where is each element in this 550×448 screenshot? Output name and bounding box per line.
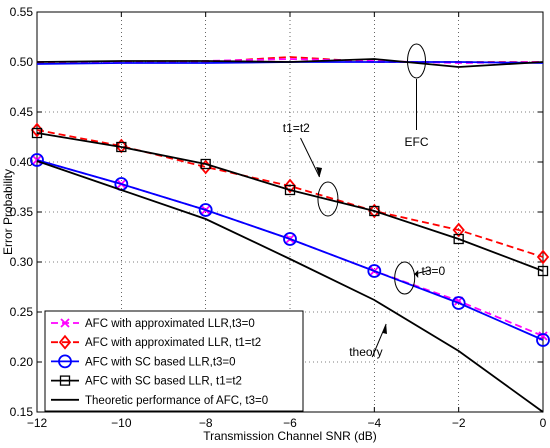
marker-circle	[58, 354, 72, 369]
x-tick-label: −10	[111, 416, 132, 430]
efc-series-1	[37, 58, 544, 64]
legend-label: AFC with approximated LLR,t3=0	[85, 318, 255, 330]
x-tick-label: 0	[540, 416, 547, 430]
annotation-label: t1=t2	[283, 121, 310, 135]
series-line	[36, 159, 544, 341]
theory-arrow	[371, 323, 387, 358]
legend-label: AFC with SC based LLR, t1=t2	[85, 376, 242, 388]
marker-square	[369, 205, 380, 217]
marker-square	[116, 141, 127, 153]
series-line	[36, 160, 544, 413]
annotation-label: EFC	[405, 135, 429, 149]
legend-label: AFC with approximated LLR, t1=t2	[85, 337, 261, 349]
marker-stroke	[60, 318, 70, 328]
marker-square	[59, 375, 71, 386]
y-tick-label: 0.25	[10, 305, 34, 319]
legend-label: Theoretic performance of AFC, t3=0	[85, 395, 268, 407]
marker-circle	[283, 232, 297, 246]
series-line	[36, 132, 544, 272]
marker-circle	[198, 203, 213, 217]
y-tick-label: 0.55	[10, 5, 34, 19]
series-line	[37, 58, 544, 64]
marker-square	[453, 233, 464, 245]
y-tick-label: 0.40	[10, 155, 34, 169]
x-tick-label: −12	[27, 416, 48, 430]
t30-ellipse	[394, 261, 416, 295]
legend-label: AFC with SC based LLR,t3=0	[85, 356, 236, 368]
marker-square	[31, 127, 43, 139]
marker-square	[284, 184, 296, 196]
annotations	[300, 43, 432, 358]
efc-ellipse	[407, 43, 426, 79]
annotation-label: theory	[349, 345, 382, 359]
y-tick-label: 0.50	[10, 55, 34, 69]
legend: AFC with approximated LLR,t3=0 AFC with a…	[44, 310, 304, 412]
y-tick-label: 0.45	[10, 105, 34, 119]
annotation-label: t3=0	[422, 264, 446, 278]
t30-arrowhead	[414, 270, 419, 278]
series-line	[36, 58, 544, 68]
marker-diamond	[368, 203, 381, 219]
series-4	[36, 160, 544, 413]
x-tick-label: −2	[452, 416, 466, 430]
marker-x	[60, 318, 70, 328]
y-tick-label: 0.20	[10, 355, 34, 369]
marker-diamond	[536, 249, 550, 265]
marker-diamond	[283, 178, 297, 194]
series-3	[31, 127, 549, 277]
x-axis-label: Transmission Channel SNR (dB)	[203, 429, 377, 443]
y-tick-label: 0.35	[10, 205, 34, 219]
y-tick-label: 0.30	[10, 255, 34, 269]
marker-diamond	[58, 334, 72, 350]
y-tick-label: 0.15	[10, 405, 34, 419]
marker-circle	[30, 153, 44, 167]
legend-box	[44, 310, 304, 412]
t1t2-arrow	[300, 137, 320, 178]
marker-square	[200, 158, 211, 170]
y-axis-label: Error Probability	[1, 169, 15, 255]
t1t2-arrowhead	[316, 167, 323, 177]
x-tick-label: −8	[199, 416, 213, 430]
marker-circle	[367, 264, 382, 278]
theory-arrowhead	[382, 324, 387, 334]
marker-square	[537, 265, 549, 277]
efc-series-3	[36, 58, 544, 68]
marker-diamond	[452, 222, 465, 238]
marker-circle	[536, 333, 550, 347]
marker-circle	[451, 296, 466, 310]
series-2	[30, 153, 550, 347]
x-tick-label: −6	[283, 416, 297, 430]
t1t2-ellipse	[317, 181, 339, 217]
x-tick-label: −4	[367, 416, 381, 430]
